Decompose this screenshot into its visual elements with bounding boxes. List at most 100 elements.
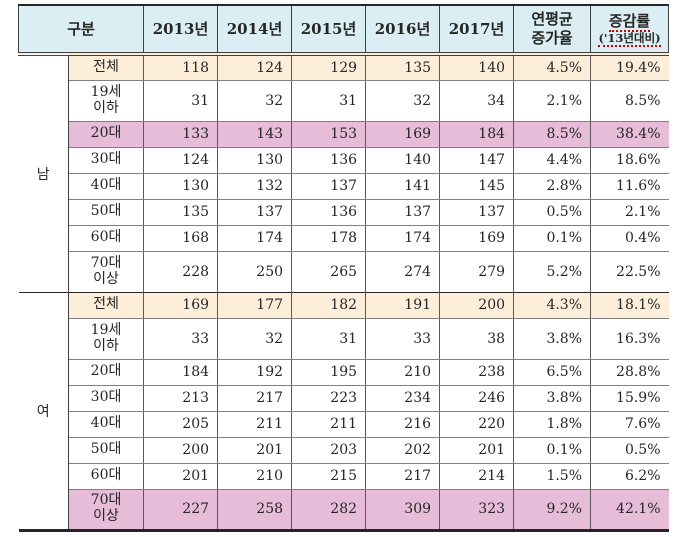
value-cell-2015년: 31 (291, 80, 366, 122)
column-header-gubun: 구분 (17, 5, 145, 56)
value-cell-2017년: 140 (439, 54, 514, 81)
value-cell-2013년: 133 (143, 121, 218, 148)
value-cell-2017년: 214 (439, 463, 514, 490)
avg-growth-cell: 6.5% (513, 359, 591, 386)
change-rate-cell: 19.4% (590, 54, 669, 81)
age-label-line: 60대 (90, 467, 122, 484)
age-label-line: 이하 (93, 99, 119, 116)
change-rate-cell: 11.6% (590, 173, 669, 200)
avg-growth-cell: 1.8% (513, 411, 591, 438)
avg-growth-line2: 증가율 (531, 29, 573, 47)
age-label-line: 70대 (90, 254, 122, 271)
avg-growth-cell: 0.1% (513, 437, 591, 464)
age-label-line: 이상 (93, 270, 119, 287)
age-label-cell: 60대 (68, 225, 144, 252)
value-cell-2014년: 32 (217, 80, 292, 122)
value-cell-2015년: 265 (291, 251, 366, 292)
header-row: 구분 2013년 2014년 2015년 2016년 2017년 연평균 증가율… (17, 5, 670, 56)
value-cell-2015년: 215 (291, 463, 366, 490)
value-cell-2016년: 191 (365, 292, 440, 319)
value-cell-2015년: 153 (291, 121, 366, 148)
value-cell-2016년: 234 (365, 385, 440, 412)
value-cell-2014년: 201 (217, 437, 292, 464)
value-cell-2016년: 169 (365, 121, 440, 148)
column-header-year-2015: 2015년 (291, 5, 367, 56)
age-label-cell: 20대 (68, 359, 144, 386)
age-label-cell: 70대 이상 (68, 489, 144, 530)
change-rate-cell: 15.9% (590, 385, 669, 412)
value-cell-2016년: 216 (365, 411, 440, 438)
change-rate-cell: 28.8% (590, 359, 669, 386)
table-row: 20대 184 192 195 210 238 6.5% 28.8% (19, 359, 669, 386)
age-label-cell: 전체 (68, 292, 144, 319)
value-cell-2017년: 238 (439, 359, 514, 386)
value-cell-2013년: 169 (143, 292, 218, 319)
age-label-cell: 30대 (68, 385, 144, 412)
table-row: 19세 이하 31 32 31 32 34 2.1% 8.5% (19, 80, 669, 122)
table-row: 19세 이하 33 32 31 33 38 3.8% 16.3% (19, 318, 669, 360)
gender-cell: 남 (18, 54, 69, 292)
avg-growth-cell: 9.2% (513, 489, 591, 530)
value-cell-2014년: 217 (217, 385, 292, 412)
value-cell-2017년: 184 (439, 121, 514, 148)
value-cell-2014년: 124 (217, 54, 292, 81)
change-rate-cell: 7.6% (590, 411, 669, 438)
avg-growth-cell: 4.5% (513, 54, 591, 81)
age-label-line: 60대 (90, 229, 122, 246)
value-cell-2017년: 323 (439, 489, 514, 530)
age-label-line: 30대 (90, 151, 122, 168)
age-label-line: 이상 (93, 508, 119, 524)
avg-growth-cell: 8.5% (513, 121, 591, 148)
column-header-year-2016: 2016년 (365, 5, 441, 56)
age-label-line: 40대 (90, 415, 122, 432)
value-cell-2013년: 213 (143, 385, 218, 412)
avg-growth-cell: 4.4% (513, 147, 591, 174)
age-label-line: 20대 (90, 363, 122, 380)
age-label-line: 전체 (93, 58, 119, 75)
value-cell-2017년: 279 (439, 251, 514, 292)
avg-growth-cell: 1.5% (513, 463, 591, 490)
value-cell-2016년: 141 (365, 173, 440, 200)
value-cell-2014년: 177 (217, 292, 292, 319)
value-cell-2014년: 143 (217, 121, 292, 148)
avg-growth-cell: 2.8% (513, 173, 591, 200)
section-female: 여 전체 169 177 182 191 200 4.3% 18.1% 19세 이하 33 32 31 33… (18, 292, 669, 530)
change-rate-cell: 6.2% (590, 463, 669, 490)
spellcheck-underline: 증감률 (608, 12, 651, 33)
table-row: 60대 201 210 215 217 214 1.5% 6.2% (19, 463, 669, 490)
age-label-cell: 30대 (68, 147, 144, 174)
value-cell-2013년: 31 (143, 80, 218, 122)
value-cell-2013년: 118 (143, 54, 218, 81)
table-row: 60대 168 174 178 174 169 0.1% 0.4% (19, 225, 669, 252)
avg-growth-cell: 3.8% (513, 385, 591, 412)
column-header-year-2014: 2014년 (217, 5, 293, 56)
value-cell-2016년: 140 (365, 147, 440, 174)
value-cell-2017년: 200 (439, 292, 514, 319)
value-cell-2013년: 228 (143, 251, 218, 292)
value-cell-2015년: 282 (291, 489, 366, 530)
gender-cell: 여 (18, 292, 69, 530)
table-row: 40대 205 211 211 216 220 1.8% 7.6% (19, 411, 669, 438)
table-row: 70대 이상 228 250 265 274 279 5.2% 22.5% (19, 251, 669, 292)
change-rate-line2: ('13년대비) (591, 31, 668, 48)
value-cell-2014년: 258 (217, 489, 292, 530)
column-header-year-2017: 2017년 (439, 5, 515, 56)
age-label-cell: 19세 이하 (68, 318, 144, 360)
age-label-line: 50대 (90, 441, 122, 458)
value-cell-2017년: 147 (439, 147, 514, 174)
age-label-line: 70대 (90, 492, 122, 509)
change-rate-cell: 18.6% (590, 147, 669, 174)
value-cell-2013년: 201 (143, 463, 218, 490)
avg-growth-cell: 4.3% (513, 292, 591, 319)
value-cell-2013년: 227 (143, 489, 218, 530)
value-cell-2015년: 136 (291, 147, 366, 174)
value-cell-2015년: 211 (291, 411, 366, 438)
value-cell-2017년: 34 (439, 80, 514, 122)
age-label-cell: 50대 (68, 437, 144, 464)
value-cell-2014년: 250 (217, 251, 292, 292)
value-cell-2014년: 211 (217, 411, 292, 438)
value-cell-2015년: 137 (291, 173, 366, 200)
value-cell-2013년: 33 (143, 318, 218, 360)
age-label-cell: 40대 (68, 411, 144, 438)
value-cell-2014년: 137 (217, 199, 292, 226)
